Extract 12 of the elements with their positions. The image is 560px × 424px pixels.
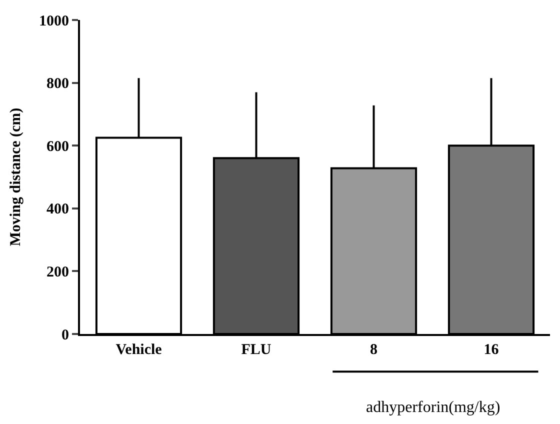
y-tick-label: 1000 — [39, 13, 69, 30]
y-axis-title: Moving distance (cm) — [8, 108, 24, 246]
y-tick-label: 200 — [46, 264, 69, 280]
y-tick-label: 400 — [46, 202, 69, 218]
y-tick-label: 600 — [46, 138, 69, 155]
x-tick-label: 8 — [370, 342, 378, 358]
x-tick-label: FLU — [241, 342, 272, 358]
x-tick-label: Vehicle — [116, 342, 162, 358]
x-tick-label: 16 — [484, 342, 500, 358]
y-tick-label: 800 — [46, 76, 69, 92]
text: adhyperforin(mg/kg) — [366, 399, 500, 416]
y-tick-label: 0 — [62, 327, 69, 344]
